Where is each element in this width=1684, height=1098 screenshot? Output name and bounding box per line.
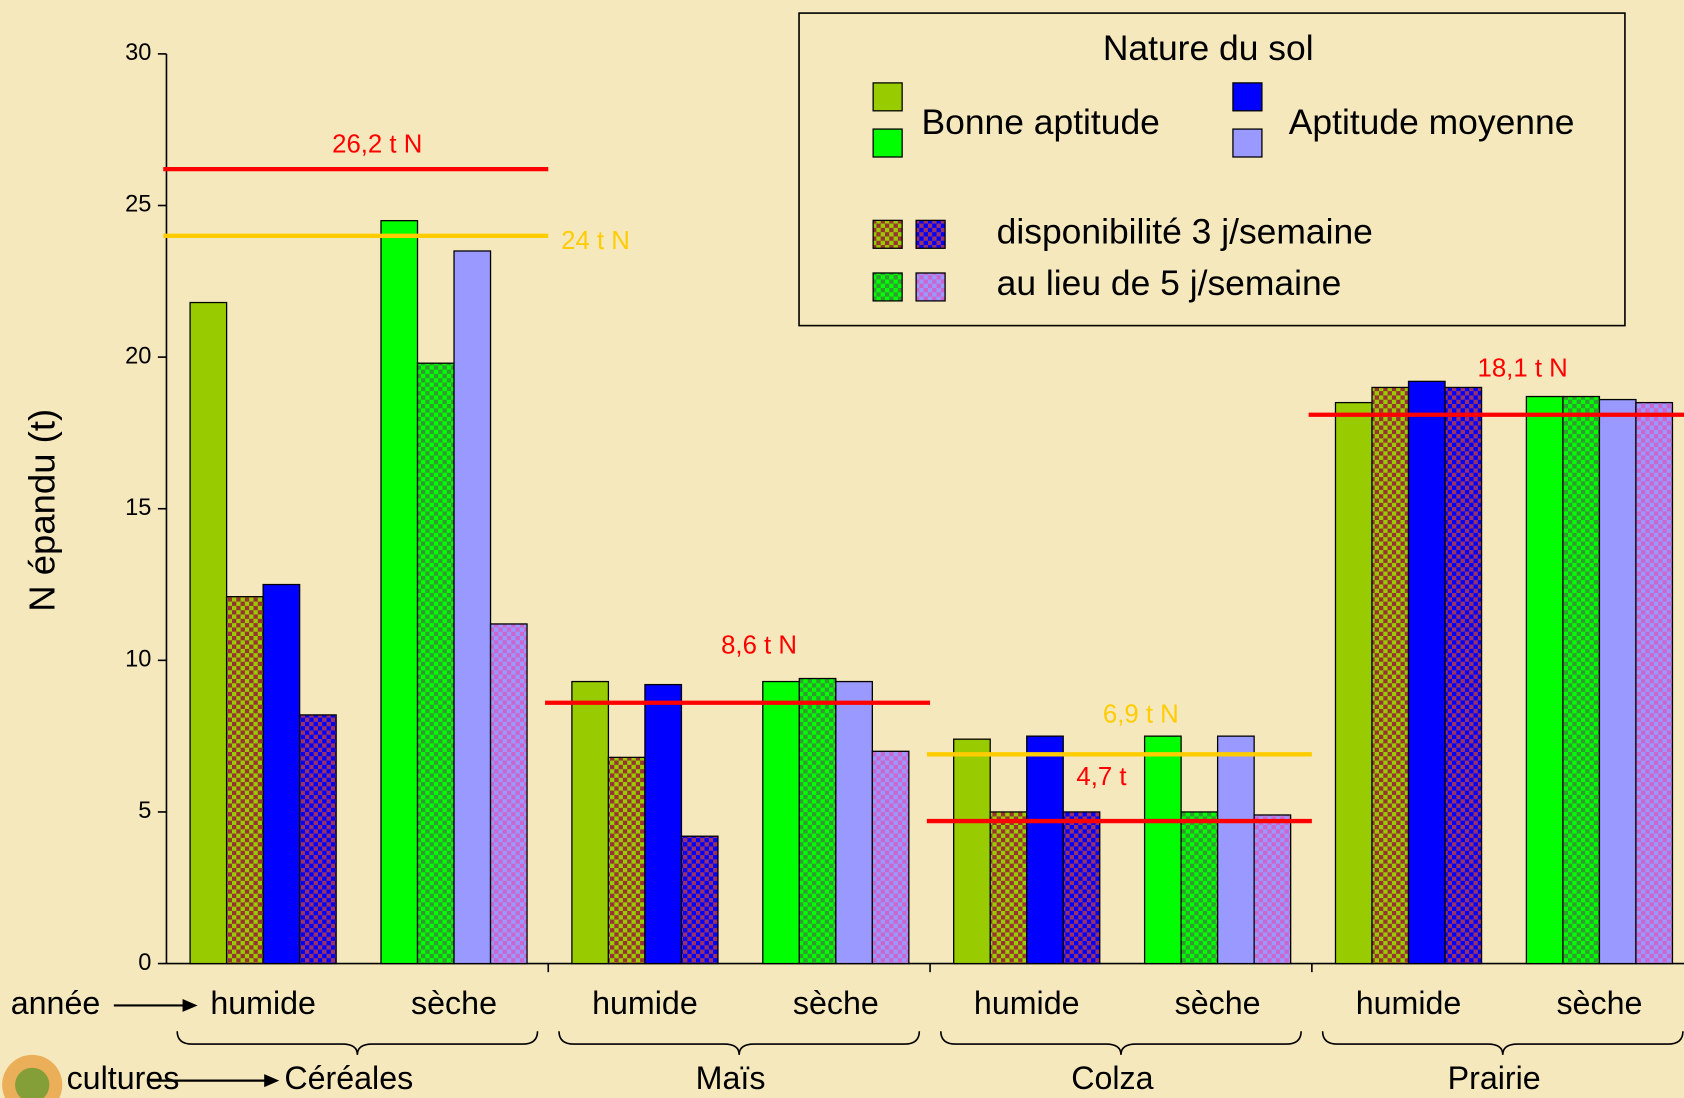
reference-label: 24 t N [561, 227, 630, 255]
arrow-head [264, 1074, 280, 1088]
x-tick-label: humide [974, 985, 1080, 1021]
bar [298, 714, 337, 965]
x-tick-label: sèche [1556, 985, 1642, 1021]
reference-label: 6,9 t N [1103, 700, 1179, 728]
bar [189, 301, 228, 965]
bar [1253, 814, 1292, 965]
y-tick-label: 15 [125, 495, 151, 521]
bar [871, 750, 910, 965]
legend-swatch [915, 219, 946, 249]
x-tick-label: humide [592, 985, 698, 1021]
crop-name: Colza [1071, 1060, 1153, 1096]
bar [1598, 398, 1637, 965]
bar [607, 756, 646, 965]
x-tick-label: humide [210, 985, 316, 1021]
arrow-head [182, 998, 198, 1012]
bar [1026, 735, 1064, 965]
bar [762, 680, 800, 965]
legend-swatch [915, 272, 946, 302]
legend-label: Bonne aptitude [921, 102, 1159, 142]
legend-label: Aptitude moyenne [1289, 102, 1575, 142]
bar [1062, 811, 1101, 965]
y-tick-label: 0 [138, 950, 151, 976]
y-tick-label: 10 [125, 647, 151, 673]
bar [489, 623, 528, 965]
bar [1180, 811, 1219, 965]
bar [453, 250, 492, 965]
bar [380, 220, 419, 965]
x-tick-label: sèche [1175, 985, 1261, 1021]
x-tick-label: sèche [793, 985, 879, 1021]
bar [416, 362, 455, 965]
reference-label: 18,1 t N [1478, 354, 1568, 382]
bar [1216, 735, 1255, 965]
x-tick-label: sèche [411, 985, 497, 1021]
bar [1562, 395, 1601, 965]
y-axis-label: N épandu (t) [22, 409, 63, 612]
legend-title: Nature du sol [1103, 28, 1314, 68]
legend-swatch [1232, 82, 1263, 112]
year-label: année [11, 985, 101, 1021]
brace [558, 1031, 921, 1055]
reference-label: 8,6 t N [721, 632, 797, 660]
x-tick-label: humide [1356, 985, 1462, 1021]
bar [1444, 386, 1483, 965]
legend-swatch [872, 82, 903, 112]
legend-swatch [872, 219, 903, 249]
brace [940, 1031, 1302, 1055]
bar [1371, 386, 1410, 965]
reference-label: 26,2 t N [332, 130, 422, 158]
crop-name: Céréales [284, 1060, 413, 1096]
y-tick-label: 30 [125, 40, 151, 66]
y-tick-label: 25 [125, 192, 151, 218]
bar [1635, 401, 1674, 965]
reference-label: 4,7 t [1076, 763, 1126, 791]
bar [1334, 401, 1373, 965]
logo [2, 1054, 63, 1098]
legend-swatch [872, 272, 903, 302]
bar [571, 680, 610, 965]
bar [225, 596, 264, 965]
y-tick-label: 20 [125, 343, 151, 369]
bar [835, 680, 873, 965]
bar [680, 835, 719, 965]
crop-name: Maïs [696, 1060, 766, 1096]
bar [798, 677, 837, 965]
brace [1321, 1031, 1684, 1055]
y-tick-label: 5 [138, 798, 151, 824]
legend-label: au lieu de 5 j/semaine [997, 263, 1342, 303]
legend-swatch [1232, 128, 1263, 158]
crop-name: Prairie [1448, 1060, 1541, 1096]
bar [1525, 395, 1564, 965]
bar [1407, 380, 1446, 965]
bar [644, 683, 683, 965]
bar [989, 811, 1028, 965]
bar [262, 583, 301, 965]
bar [953, 738, 991, 965]
brace [176, 1031, 539, 1055]
bar [1143, 735, 1182, 965]
crop-label: cultures [67, 1060, 180, 1096]
legend-swatch [872, 128, 903, 158]
legend-label: disponibilité 3 j/semaine [997, 212, 1373, 252]
